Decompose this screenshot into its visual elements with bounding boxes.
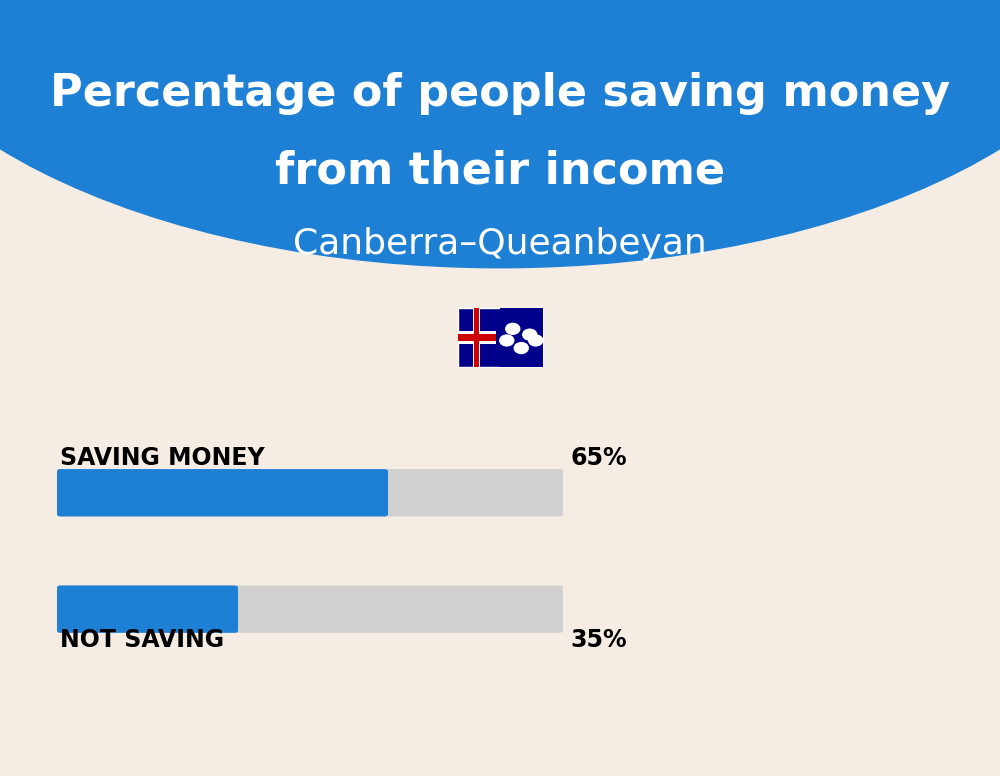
- Circle shape: [523, 329, 537, 340]
- FancyBboxPatch shape: [458, 309, 542, 367]
- Bar: [500, 309, 542, 367]
- Bar: [473, 309, 480, 367]
- FancyBboxPatch shape: [57, 469, 563, 517]
- Text: Canberra–Queanbeyan: Canberra–Queanbeyan: [293, 227, 707, 262]
- FancyBboxPatch shape: [57, 585, 563, 633]
- Circle shape: [529, 335, 543, 346]
- Text: from their income: from their income: [275, 149, 725, 192]
- Circle shape: [514, 343, 528, 354]
- Circle shape: [506, 324, 520, 334]
- FancyBboxPatch shape: [57, 585, 238, 633]
- Bar: [458, 331, 496, 344]
- Text: SAVING MONEY: SAVING MONEY: [60, 446, 265, 469]
- Text: NOT SAVING: NOT SAVING: [60, 629, 224, 652]
- Text: 65%: 65%: [570, 446, 627, 469]
- Bar: [474, 309, 479, 367]
- Text: Percentage of people saving money: Percentage of people saving money: [50, 71, 950, 115]
- Circle shape: [500, 335, 514, 346]
- Ellipse shape: [0, 0, 1000, 268]
- Text: 35%: 35%: [570, 629, 627, 652]
- Bar: [458, 334, 496, 341]
- FancyBboxPatch shape: [57, 469, 388, 517]
